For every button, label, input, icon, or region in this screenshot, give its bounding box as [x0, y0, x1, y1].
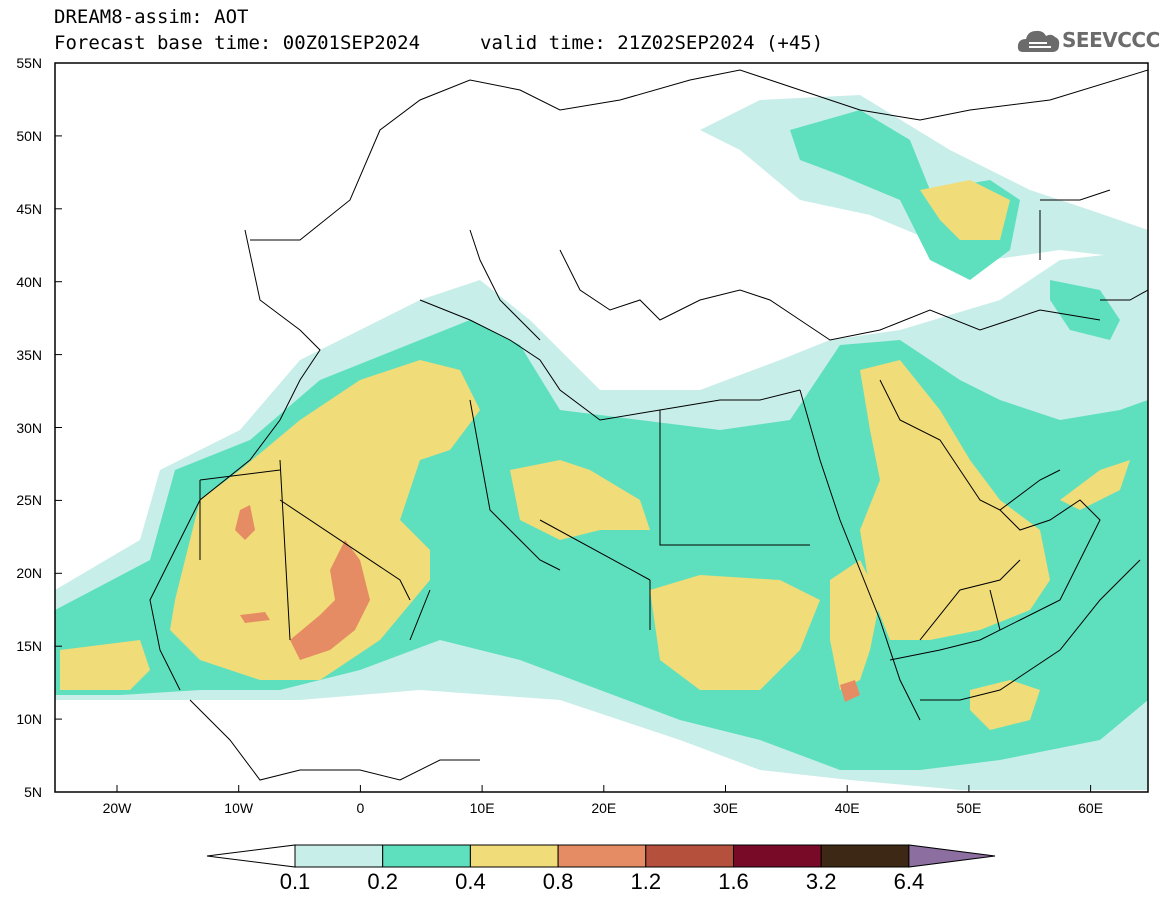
forecast-base-time: Forecast base time: 00Z01SEP2024 — [54, 32, 421, 54]
cloud-logo-icon — [1017, 30, 1060, 52]
colorbar-swatch — [733, 844, 822, 868]
colorbar-label: 1.6 — [718, 869, 749, 894]
colorbar-label: 3.2 — [805, 869, 837, 894]
colorbar-swatch — [382, 844, 471, 868]
lon-label: 50E — [956, 800, 982, 816]
logo-text: SEEVCCC — [1062, 28, 1160, 52]
colorbar-swatch — [294, 844, 384, 868]
colorbar-label: 6.4 — [893, 869, 925, 894]
lat-label: 35N — [16, 346, 42, 363]
lon-label: 30E — [713, 800, 738, 816]
colorbar-swatch — [557, 844, 647, 868]
lon-label: 40E — [834, 800, 860, 816]
lon-label: 0 — [356, 800, 365, 816]
colorbar-right-arrow — [908, 844, 996, 868]
colorbar-swatch — [469, 844, 559, 868]
colorbar-left-arrow — [206, 844, 296, 868]
aot-band-0.4 — [60, 180, 1130, 730]
lon-label: 10E — [469, 800, 495, 816]
map-title: DREAM8-assim: AOT — [54, 6, 249, 28]
colorbar-label: 0.4 — [455, 869, 486, 894]
colorbar-label: 0.2 — [367, 869, 398, 894]
lat-label: 40N — [16, 273, 42, 290]
colorbar-label: 0.8 — [542, 869, 574, 894]
colorbar-swatch — [645, 844, 734, 868]
lat-label: 5N — [24, 784, 42, 800]
colorbar-label: 0.1 — [279, 869, 311, 894]
lat-label: 30N — [16, 419, 42, 436]
valid-time: valid time: 21Z02SEP2024 (+45) — [480, 32, 824, 54]
lon-label: 20W — [102, 800, 132, 816]
lat-label: 25N — [16, 492, 42, 509]
country-borders — [149, 69, 1148, 781]
aot-band-0.8 — [235, 505, 860, 702]
lon-label: 60E — [1078, 800, 1104, 816]
lat-label: 10N — [16, 711, 42, 728]
lon-label: 20E — [591, 800, 617, 816]
colorbar-swatch — [820, 844, 910, 868]
lat-label: 15N — [16, 638, 42, 655]
lon-label: 10W — [224, 800, 254, 816]
lat-label: 45N — [16, 200, 42, 217]
lat-label: 50N — [16, 127, 42, 144]
lat-label: 20N — [16, 565, 42, 582]
colorbar — [206, 844, 996, 868]
lat-label: 55N — [16, 55, 42, 71]
colorbar-label: 1.2 — [630, 869, 662, 894]
